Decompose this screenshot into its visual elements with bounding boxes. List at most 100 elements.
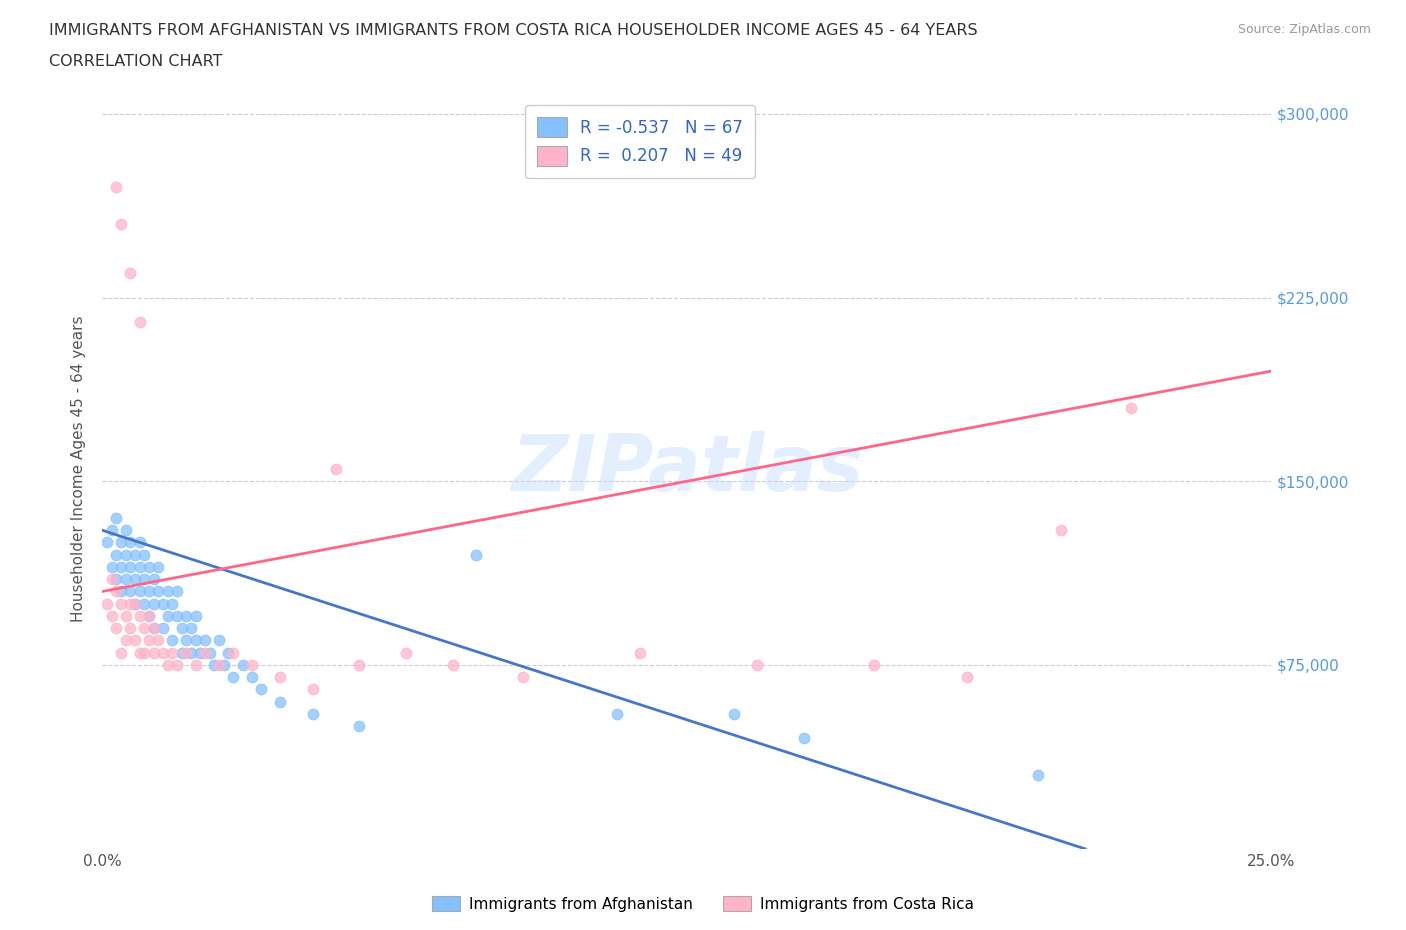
Point [100,608,122,623]
Point [124,596,146,611]
Point [110,535,132,550]
Point [349,719,371,734]
Point [142,596,165,611]
Point [110,584,132,599]
Point [152,620,174,635]
Point [124,547,146,562]
Point [128,608,150,623]
Point [222,645,245,660]
Point [138,584,160,599]
Point [156,584,179,599]
Point [152,596,174,611]
Point [120,620,142,635]
Point [134,596,156,611]
Text: ZIPatlas: ZIPatlas [510,431,863,507]
Point [134,572,156,587]
Point [184,658,207,672]
Text: Source: ZipAtlas.com: Source: ZipAtlas.com [1237,23,1371,36]
Point [301,682,323,697]
Point [138,608,160,623]
Point [138,608,160,623]
Point [1026,768,1049,783]
Point [863,658,886,672]
Point [162,596,184,611]
Point [100,560,122,575]
Point [190,645,212,660]
Point [110,217,132,232]
Point [231,658,253,672]
Point [301,707,323,722]
Legend: Immigrants from Afghanistan, Immigrants from Costa Rica: Immigrants from Afghanistan, Immigrants … [426,889,980,918]
Point [134,547,156,562]
Point [212,658,235,672]
Point [114,547,136,562]
Point [114,572,136,587]
Text: IMMIGRANTS FROM AFGHANISTAN VS IMMIGRANTS FROM COSTA RICA HOUSEHOLDER INCOME AGE: IMMIGRANTS FROM AFGHANISTAN VS IMMIGRANT… [49,23,977,38]
Point [628,645,651,660]
Point [124,596,146,611]
Point [148,560,170,575]
Point [110,560,132,575]
Point [134,620,156,635]
Point [240,670,263,684]
Point [142,572,165,587]
Point [180,645,202,660]
Point [138,633,160,648]
Point [120,560,142,575]
Point [465,547,488,562]
Point [1050,523,1073,538]
Point [204,658,226,672]
Point [1121,400,1143,415]
Point [128,535,150,550]
Point [96,535,118,550]
Point [269,670,291,684]
Point [156,608,179,623]
Point [170,620,193,635]
Point [512,670,534,684]
Point [134,645,156,660]
Point [395,645,418,660]
Point [105,547,128,562]
Point [128,584,150,599]
Point [176,633,198,648]
Point [180,620,202,635]
Point [152,645,174,660]
Point [96,596,118,611]
Point [120,535,142,550]
Point [166,584,188,599]
Text: CORRELATION CHART: CORRELATION CHART [49,54,222,69]
Point [222,670,245,684]
Point [184,633,207,648]
Point [124,633,146,648]
Legend: R = -0.537   N = 67, R =  0.207   N = 49: R = -0.537 N = 67, R = 0.207 N = 49 [526,105,755,178]
Point [105,620,128,635]
Point [114,523,136,538]
Point [166,608,188,623]
Point [240,658,263,672]
Point [105,179,128,194]
Point [142,620,165,635]
Point [128,645,150,660]
Point [105,572,128,587]
Point [325,461,347,476]
Point [120,596,142,611]
Point [124,572,146,587]
Point [723,707,745,722]
Point [208,658,231,672]
Point [100,523,122,538]
Point [745,658,768,672]
Point [120,584,142,599]
Point [793,731,815,746]
Point [100,572,122,587]
Point [349,658,371,672]
Point [208,633,231,648]
Point [250,682,273,697]
Point [176,608,198,623]
Point [198,645,221,660]
Point [194,645,217,660]
Point [170,645,193,660]
Point [176,645,198,660]
Point [194,633,217,648]
Point [184,608,207,623]
Point [105,584,128,599]
